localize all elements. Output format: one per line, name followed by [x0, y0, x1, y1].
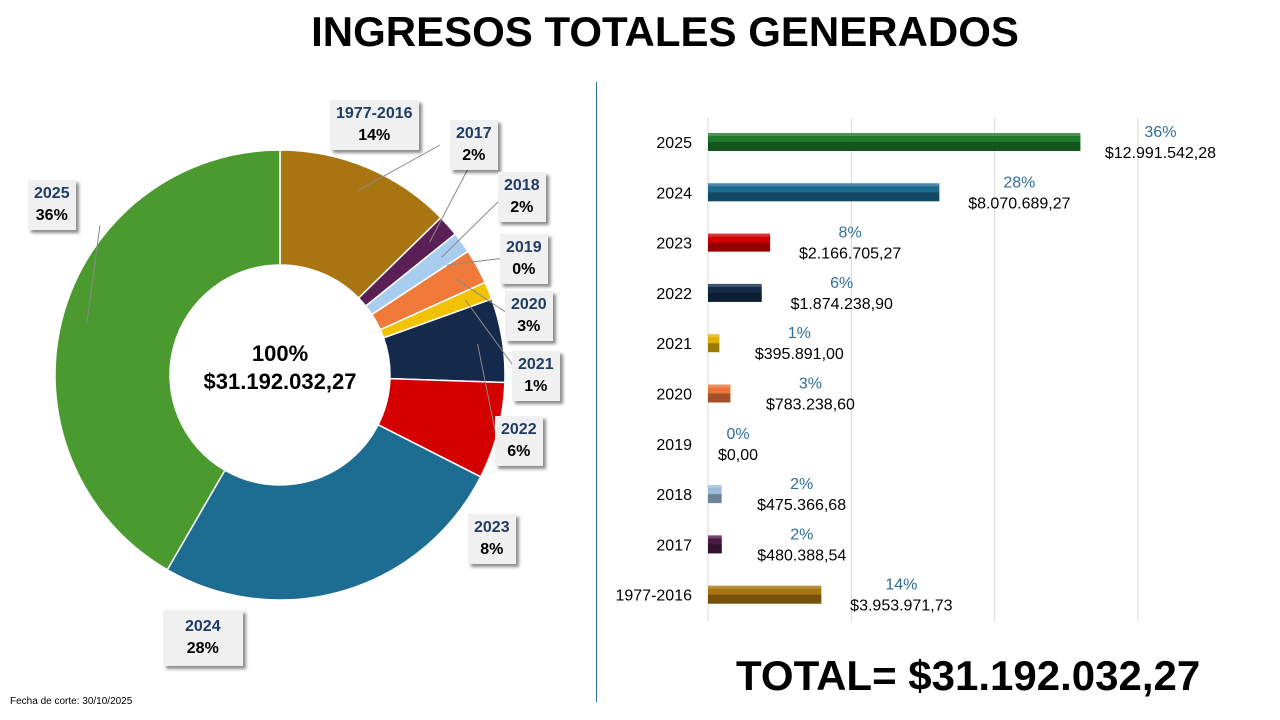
- donut-label-percent: 3%: [517, 318, 541, 335]
- bar-percent-label: 2%: [790, 476, 813, 493]
- leader-line: [441, 194, 506, 258]
- leader-line: [447, 257, 506, 266]
- bar-value-label: $475.366,68: [757, 497, 846, 514]
- donut-label-percent: 14%: [358, 127, 391, 144]
- donut-label-2022: 2022 6%: [495, 416, 543, 466]
- donut-label-percent: 2%: [462, 147, 486, 164]
- donut-label-category: 2024: [185, 618, 221, 635]
- donut-label-2019: 2019 0%: [500, 234, 548, 284]
- donut-label-percent: 6%: [507, 443, 531, 460]
- donut-label-category: 1977-2016: [336, 105, 413, 122]
- bar-percent-label: 6%: [830, 275, 853, 292]
- donut-label-2023: 2023 8%: [468, 514, 516, 564]
- donut-chart: [54, 144, 521, 601]
- donut-label-category: 2023: [474, 519, 510, 536]
- y-tick-label: 2021: [656, 336, 692, 353]
- page-title: INGRESOS TOTALES GENERADOS: [311, 8, 1019, 55]
- donut-label-category: 2019: [506, 239, 542, 256]
- y-tick-label: 2019: [656, 437, 692, 454]
- bar-value-label: $3.953.971,73: [850, 598, 952, 615]
- bar-percent-label: 3%: [799, 376, 822, 393]
- bar-percent-label: 2%: [790, 526, 813, 543]
- donut-label-category: 2021: [518, 356, 554, 373]
- leader-line: [357, 144, 441, 192]
- donut-label-category: 2022: [501, 421, 537, 438]
- donut-center-amount: $31.192.032,27: [203, 369, 357, 394]
- donut-label-2025: 2025 36%: [28, 180, 76, 230]
- bar-2022: [708, 283, 762, 302]
- y-tick-label: 2022: [656, 286, 692, 303]
- bar-1977-2016: [708, 585, 822, 604]
- bar-value-label: $783.238,60: [766, 397, 855, 414]
- bar-value-label: $480.388,54: [757, 547, 846, 564]
- bar-2023: [708, 233, 771, 252]
- donut-label-percent: 2%: [510, 199, 534, 216]
- bar-2021: [708, 334, 720, 353]
- bar-value-label: $12.991.542,28: [1105, 145, 1216, 162]
- leader-line: [465, 299, 521, 376]
- leader-line: [86, 224, 101, 324]
- donut-label-category: 2018: [504, 177, 540, 194]
- bar-2017: [708, 535, 722, 554]
- donut-label-2018: 2018 2%: [498, 172, 546, 222]
- donut-label-2017: 2017 2%: [450, 120, 498, 170]
- bar-value-label: $2.166.705,27: [799, 246, 901, 263]
- donut-label-percent: 36%: [35, 207, 68, 224]
- total-label: TOTAL= $31.192.032,27: [736, 652, 1201, 699]
- bar-2024: [708, 183, 940, 202]
- donut-center-pct: 100%: [251, 341, 309, 366]
- leader-line: [429, 164, 471, 243]
- bar-2020: [708, 384, 731, 403]
- bar-value-label: $1.874.238,90: [791, 296, 893, 313]
- leader-line: [477, 343, 496, 431]
- donut-label-1977-2016: 1977-2016 14%: [330, 100, 419, 150]
- y-tick-label: 2017: [656, 537, 692, 554]
- bar-percent-label: 14%: [885, 577, 917, 594]
- donut-label-category: 2025: [34, 185, 70, 202]
- donut-label-2020: 2020 3%: [505, 291, 553, 341]
- bar-percent-label: 28%: [1003, 174, 1035, 191]
- divider: [596, 82, 597, 702]
- bar-2025: [708, 133, 1081, 151]
- donut-slice-2024: [166, 423, 482, 601]
- donut-center-label: 100% $31.192.032,27: [180, 340, 380, 396]
- bar-percent-label: 8%: [839, 225, 862, 242]
- y-tick-label: 2024: [656, 185, 692, 202]
- bar-percent-label: 1%: [788, 325, 811, 342]
- donut-label-percent: 0%: [512, 261, 536, 278]
- leader-line: [454, 278, 511, 316]
- donut-label-percent: 1%: [524, 378, 548, 395]
- y-tick-label: 2020: [656, 387, 692, 404]
- bar-value-label: $8.070.689,27: [968, 195, 1070, 212]
- bar-percent-label: 36%: [1144, 124, 1176, 141]
- y-tick-label: 2018: [656, 487, 692, 504]
- y-tick-label: 2023: [656, 236, 692, 253]
- bar-percent-label: 0%: [726, 426, 749, 443]
- y-tick-label: 1977-2016: [615, 588, 692, 605]
- donut-label-2024: 2024 28%: [163, 610, 243, 666]
- bar-value-label: $395.891,00: [755, 346, 844, 363]
- bar-2018: [708, 485, 722, 504]
- bar-value-label: $0,00: [718, 447, 758, 464]
- donut-label-percent: 8%: [480, 541, 504, 558]
- y-tick-label: 2025: [656, 135, 692, 152]
- donut-label-2021: 2021 1%: [512, 351, 560, 401]
- donut-slice-2025: [54, 149, 281, 571]
- donut-label-category: 2020: [511, 296, 547, 313]
- donut-label-category: 2017: [456, 125, 492, 142]
- donut-label-percent: 28%: [186, 640, 219, 657]
- cutoff-date: Fecha de corte: 30/10/2025: [10, 696, 133, 707]
